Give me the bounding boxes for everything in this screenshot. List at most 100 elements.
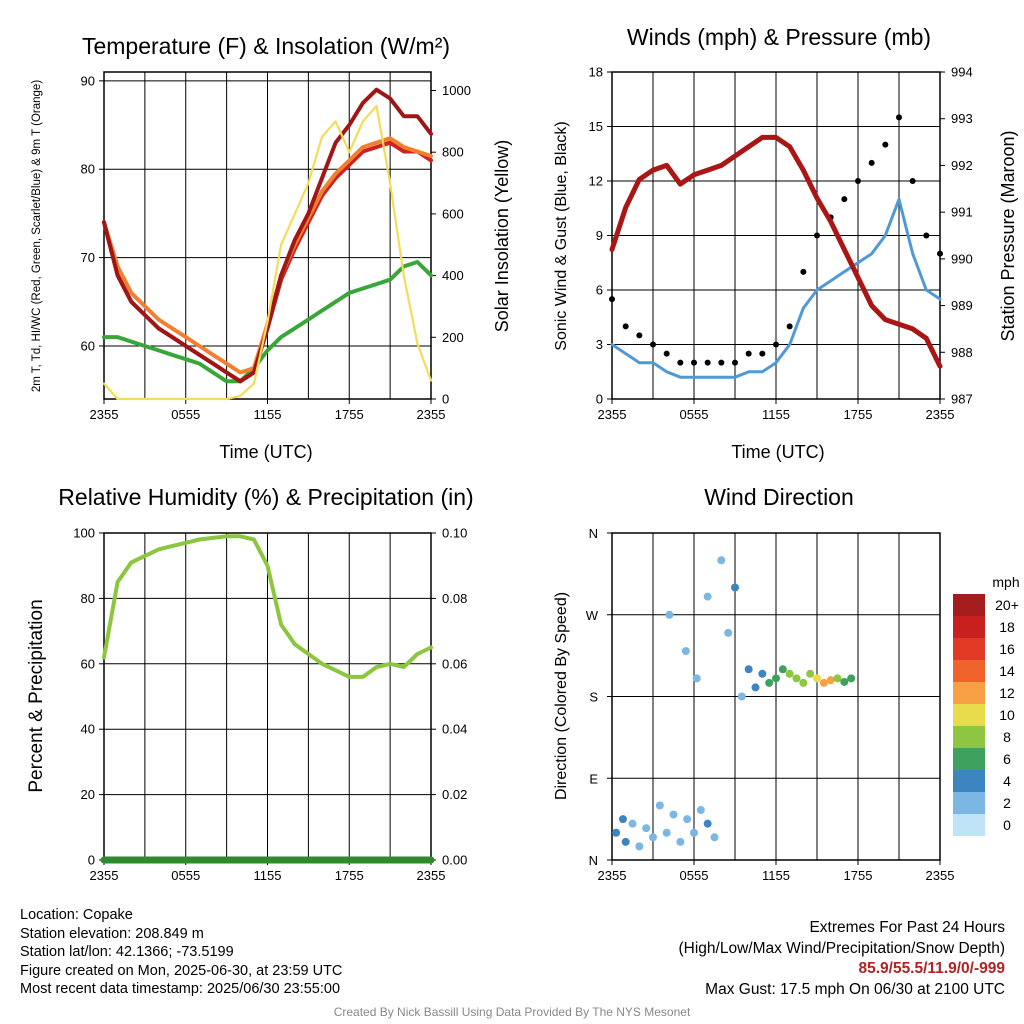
info-recent: Most recent data timestamp: 2025/06/30 2… [20, 981, 341, 998]
y-tick-label: 60 [81, 656, 95, 671]
speed-legend: 20+ 18 16 14 12 10 8 6 4 2 0 [953, 594, 1019, 836]
legend-swatch [953, 814, 985, 836]
y-tick-label: 9 [596, 228, 603, 243]
direction-point [813, 674, 821, 683]
gust-dot [650, 341, 656, 348]
x-tick-label: 0555 [680, 407, 709, 422]
direction-point [806, 669, 815, 678]
y-tick-label-right: 987 [951, 392, 973, 407]
x-tick-label: 2355 [90, 407, 119, 422]
legend-label: 20+ [995, 597, 1019, 613]
legend-label: 16 [999, 641, 1015, 657]
legend-label: 4 [1003, 773, 1011, 789]
direction-point [792, 674, 801, 683]
direction-point [690, 828, 698, 837]
gust-dot [745, 350, 752, 357]
direction-point [642, 824, 651, 833]
x-tick-label: 2355 [926, 868, 955, 883]
info-elevation: Station elevation: 208.849 m [20, 925, 204, 942]
gust-dot [732, 359, 738, 366]
humidity-ylabel: Percent & Precipitation [26, 599, 47, 792]
wind-line [610, 197, 942, 379]
y-tick-label: 40 [81, 722, 95, 737]
winds-xlabel: Time (UTC) [731, 442, 824, 462]
y-tick-label: 100 [73, 526, 95, 541]
direction-point [737, 692, 746, 701]
x-tick-label: 1755 [844, 868, 873, 883]
direction-point [799, 678, 808, 687]
y-tick-label: 70 [81, 250, 95, 265]
y-tick-label: 80 [81, 162, 95, 177]
humidity-title: Relative Humidity (%) & Precipitation (i… [58, 484, 473, 510]
y-tick-label-right: 0.04 [442, 722, 467, 737]
gust-dot [609, 296, 615, 303]
y-tick-label: 3 [596, 337, 603, 352]
legend-label: 10 [999, 707, 1015, 723]
direction-point [772, 674, 780, 683]
y-tick-label-right: 0 [442, 392, 449, 407]
x-tick-label: 0555 [171, 868, 200, 883]
gust-dot [937, 250, 943, 257]
gust-dot [663, 350, 670, 357]
direction-point [724, 628, 733, 637]
direction-point [665, 610, 674, 619]
station-info: Location: Copake Station elevation: 208.… [20, 906, 342, 999]
y-tick-label-right: 800 [442, 145, 464, 160]
legend-label: 14 [999, 663, 1015, 679]
extremes-title: Extremes For Past 24 Hours [809, 919, 1005, 936]
y-tick-label: W [586, 608, 599, 623]
x-tick-label: 2355 [926, 407, 955, 422]
y-tick-label: 15 [589, 119, 603, 134]
y-tick-label-right: 0.10 [442, 526, 467, 541]
legend-label: 0 [1003, 817, 1011, 833]
direction-point [765, 678, 774, 687]
y-tick-label-right: 991 [951, 205, 973, 220]
x-tick-label: 1755 [335, 407, 364, 422]
y-tick-label: 0 [596, 392, 603, 407]
gust-dot [882, 141, 889, 148]
direction-point [847, 674, 856, 683]
gust-dot [800, 268, 807, 275]
extremes-subtitle: (High/Low/Max Wind/Precipitation/Snow De… [678, 939, 1006, 957]
direction-point [703, 592, 712, 601]
info-created: Figure created on Mon, 2025-06-30, at 23… [20, 962, 343, 979]
direction-point [628, 819, 637, 828]
legend-swatch [953, 704, 985, 726]
y-tick-label: N [589, 853, 598, 868]
y-tick-label-right: 0.02 [442, 787, 467, 802]
winds-panel: 2355 0555 1155 1755 235503691215189879889899… [589, 65, 973, 423]
y-tick-label-right: 0.00 [442, 853, 467, 868]
x-tick-label: 1155 [762, 407, 790, 422]
humidity-panel: 2355 0555 1155 1755 23550204060801000.000.02… [73, 526, 467, 884]
direction-ylabel: Direction (Colored By Speed) [553, 592, 570, 800]
direction-point [833, 674, 842, 683]
direction-point [840, 677, 849, 686]
winds-ylabel-right: Station Pressure (Maroon) [998, 130, 1018, 341]
y-tick-label-right: 992 [951, 158, 973, 173]
gust-dot [855, 178, 861, 184]
direction-point [819, 678, 828, 687]
direction-point [751, 683, 760, 692]
legend-label: 8 [1003, 729, 1011, 745]
gust-dot [677, 359, 684, 366]
y-tick-label-right: 0.06 [442, 656, 467, 671]
extremes-values: 85.9/55.5/11.9/0/-999 [858, 960, 1005, 977]
y-tick-label-right: 600 [442, 206, 464, 221]
legend-swatch [953, 682, 985, 704]
direction-point [731, 583, 739, 592]
y-tick-label-right: 990 [951, 251, 973, 266]
direction-point [676, 837, 685, 846]
y-tick-label: 18 [589, 65, 603, 80]
direction-point [649, 833, 657, 842]
gust-dot [896, 114, 902, 121]
y-tick-label: N [589, 526, 598, 541]
direction-point [703, 819, 712, 828]
gust-dot [773, 341, 779, 348]
direction-point [826, 676, 835, 685]
gust-dot [814, 232, 820, 239]
legend-swatch [953, 638, 985, 660]
y-tick-label-right: 1000 [442, 83, 471, 98]
solar-line [102, 104, 433, 401]
credit-line: Created By Nick Bassill Using Data Provi… [333, 1005, 691, 1019]
